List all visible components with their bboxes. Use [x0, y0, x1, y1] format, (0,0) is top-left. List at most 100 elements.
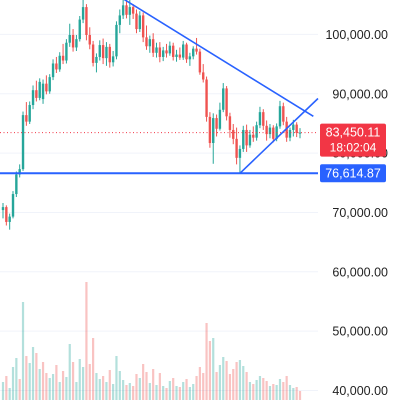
candle-body: [232, 129, 235, 139]
volume-bar: [178, 387, 181, 400]
volume-bar: [142, 364, 145, 400]
candle: [298, 128, 302, 139]
candle: [268, 124, 272, 139]
volume-bar: [1, 382, 5, 400]
candle: [195, 37, 198, 55]
candle: [71, 29, 75, 52]
candle: [78, 16, 81, 42]
candle: [282, 102, 285, 126]
candle-body: [85, 7, 88, 35]
candle-body: [48, 77, 51, 92]
candle: [288, 127, 292, 142]
candle-body: [1, 207, 5, 211]
candle: [262, 109, 265, 130]
candle: [265, 120, 268, 141]
candle: [208, 112, 212, 148]
candle-body: [51, 63, 55, 78]
candle: [202, 64, 205, 83]
candle-body: [28, 105, 31, 122]
candle: [225, 86, 228, 121]
volume-bar: [202, 373, 205, 400]
price-axis[interactable]: 100,000.00 90,000.00 70,000.00 60,000.00 50,…: [320, 28, 388, 398]
candle-body: [208, 116, 212, 144]
volume-bar: [238, 360, 242, 400]
volume-bar: [65, 377, 68, 400]
candle-body: [95, 56, 98, 63]
candle: [222, 83, 225, 113]
volume-bar: [41, 362, 45, 400]
candle-body: [131, 7, 135, 14]
candle: [175, 49, 178, 62]
candle: [85, 4, 88, 41]
volume-bar: [92, 338, 95, 400]
candle-body: [262, 112, 265, 126]
candle-body: [148, 39, 152, 47]
volume-bar: [102, 376, 105, 400]
candle-body: [138, 15, 142, 30]
volume-bar: [298, 391, 302, 400]
candle: [48, 74, 51, 94]
volume-bar: [55, 365, 58, 400]
candle: [242, 125, 245, 152]
candle-body: [141, 15, 145, 38]
candle-body: [75, 39, 78, 48]
candle: [238, 145, 242, 174]
candle: [258, 106, 262, 129]
volume-bar: [292, 388, 295, 400]
volume-bar: [18, 379, 21, 400]
volume-bar: [132, 386, 135, 400]
volume-bar: [11, 367, 15, 400]
volume-bar: [208, 341, 211, 400]
candle: [91, 40, 95, 67]
candle: [11, 191, 15, 219]
price-tick-label: 90,000.00: [332, 87, 388, 101]
volume-bar: [61, 371, 65, 400]
candle: [5, 205, 8, 226]
candle: [198, 48, 202, 75]
candle: [158, 42, 162, 63]
candle-body: [168, 45, 172, 54]
candle: [182, 40, 185, 60]
candle-body: [238, 148, 242, 158]
volume-bar: [78, 359, 81, 400]
candle-body: [242, 129, 245, 149]
candle-body: [288, 129, 292, 138]
candle-body: [111, 56, 115, 63]
candle-body: [171, 45, 175, 57]
candle-body: [25, 115, 28, 122]
grid-layer: [0, 33, 318, 391]
volume-bar: [218, 365, 222, 400]
candle-body: [45, 83, 48, 92]
candle: [15, 171, 18, 198]
candle: [212, 113, 215, 164]
volume-bar: [172, 378, 175, 400]
candle-body: [15, 174, 18, 195]
volume-bar: [168, 381, 171, 400]
candle-body: [175, 54, 178, 57]
volume-bar: [115, 356, 118, 400]
candle-body: [182, 44, 185, 58]
volume-bar: [5, 376, 8, 400]
candle: [121, 0, 125, 19]
candle-body: [101, 45, 105, 59]
candle-body: [212, 118, 215, 144]
price-tick-label: 100,000.00: [325, 28, 388, 42]
volume-bar: [85, 282, 88, 400]
price-tick-label: 40,000.00: [332, 384, 388, 398]
candle: [115, 21, 118, 60]
volume-bar: [138, 378, 141, 400]
volume-bar: [295, 387, 298, 400]
candle-body: [265, 125, 268, 135]
candle: [185, 42, 188, 63]
candle: [215, 114, 218, 137]
support-badge-bg: [320, 164, 386, 183]
candle: [131, 4, 135, 19]
candle-body: [252, 134, 255, 138]
candle: [98, 40, 101, 61]
volume-bar: [268, 386, 272, 400]
candle: [118, 9, 121, 34]
candle-body: [98, 45, 101, 57]
volume-bar: [192, 384, 195, 400]
